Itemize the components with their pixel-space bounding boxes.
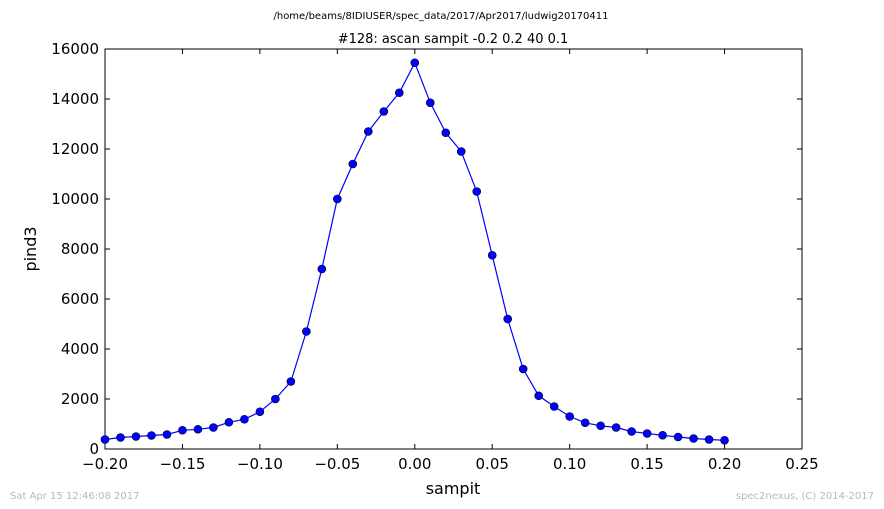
data-point [162, 430, 172, 439]
data-point [580, 418, 590, 428]
x-tick-label: 0.05 [476, 455, 509, 473]
data-point [534, 391, 543, 401]
x-tick-label: −0.15 [159, 455, 205, 473]
data-point [286, 377, 296, 386]
plot-frame [104, 48, 803, 450]
data-point [642, 429, 652, 438]
data-point [627, 427, 636, 436]
data-point [549, 402, 559, 411]
y-axis-label: pind3 [21, 226, 40, 271]
data-point [456, 147, 466, 156]
data-point [518, 364, 528, 374]
data-point [410, 58, 420, 68]
data-point [116, 433, 125, 442]
plot-area [104, 48, 803, 450]
data-point [720, 435, 729, 445]
data-point [503, 314, 513, 324]
x-tick-label: 0.25 [785, 455, 818, 473]
data-point [348, 159, 358, 169]
data-point [317, 264, 327, 274]
y-tick-label: 2000 [61, 390, 99, 408]
y-tick-label: 6000 [61, 290, 99, 308]
data-point [131, 432, 141, 441]
data-point [364, 127, 373, 136]
series-points [100, 58, 729, 445]
data-point [704, 435, 714, 444]
y-axis: 0 2000 4000 6000 8000 10000 12000 14000 16000 [51, 40, 802, 458]
y-tick-label: 10000 [51, 190, 99, 208]
x-axis: −0.20 −0.15 −0.10 −0.05 0.00 0.05 0.10 0.15 0.20… [82, 49, 819, 473]
data-point [302, 327, 311, 336]
data-point [147, 431, 156, 440]
data-point [487, 250, 497, 260]
data-point [224, 417, 234, 427]
footer-timestamp: Sat Apr 15 12:46:08 2017 [10, 491, 140, 502]
data-point [394, 88, 404, 98]
data-point [472, 187, 482, 196]
data-point [209, 423, 218, 432]
data-point [333, 194, 342, 204]
chart-title: #128: ascan sampit -0.2 0.2 40 0.1 [338, 32, 569, 47]
x-tick-label: 0.15 [630, 455, 663, 473]
data-point [100, 435, 110, 444]
chart-suptitle: /home/beams/8IDIUSER/spec_data/2017/Apr2… [273, 11, 608, 22]
y-tick-label: 8000 [61, 240, 99, 258]
data-point [379, 107, 389, 116]
y-tick-label: 14000 [51, 90, 99, 108]
data-point [271, 394, 280, 404]
y-tick-label: 16000 [51, 40, 99, 58]
data-point [240, 414, 249, 424]
data-point [565, 412, 574, 421]
y-tick-label: 0 [89, 440, 99, 458]
data-point [441, 128, 451, 138]
x-tick-label: 0.00 [398, 455, 431, 473]
data-point [658, 430, 667, 440]
data-point [611, 423, 621, 432]
x-tick-label: −0.05 [314, 455, 360, 473]
data-point [193, 424, 203, 434]
y-tick-label: 4000 [61, 340, 99, 358]
x-axis-label: sampit [426, 479, 481, 498]
y-tick-label: 12000 [51, 140, 99, 158]
data-point [425, 98, 435, 108]
x-tick-label: 0.20 [708, 455, 741, 473]
data-point [255, 407, 265, 417]
x-tick-label: 0.10 [553, 455, 586, 473]
footer-credit: spec2nexus, (C) 2014-2017 [735, 491, 874, 502]
x-tick-label: −0.20 [82, 455, 128, 473]
data-point [596, 421, 605, 431]
x-tick-label: −0.10 [237, 455, 283, 473]
data-point [673, 432, 683, 442]
data-point [689, 434, 698, 443]
data-point [178, 425, 187, 435]
